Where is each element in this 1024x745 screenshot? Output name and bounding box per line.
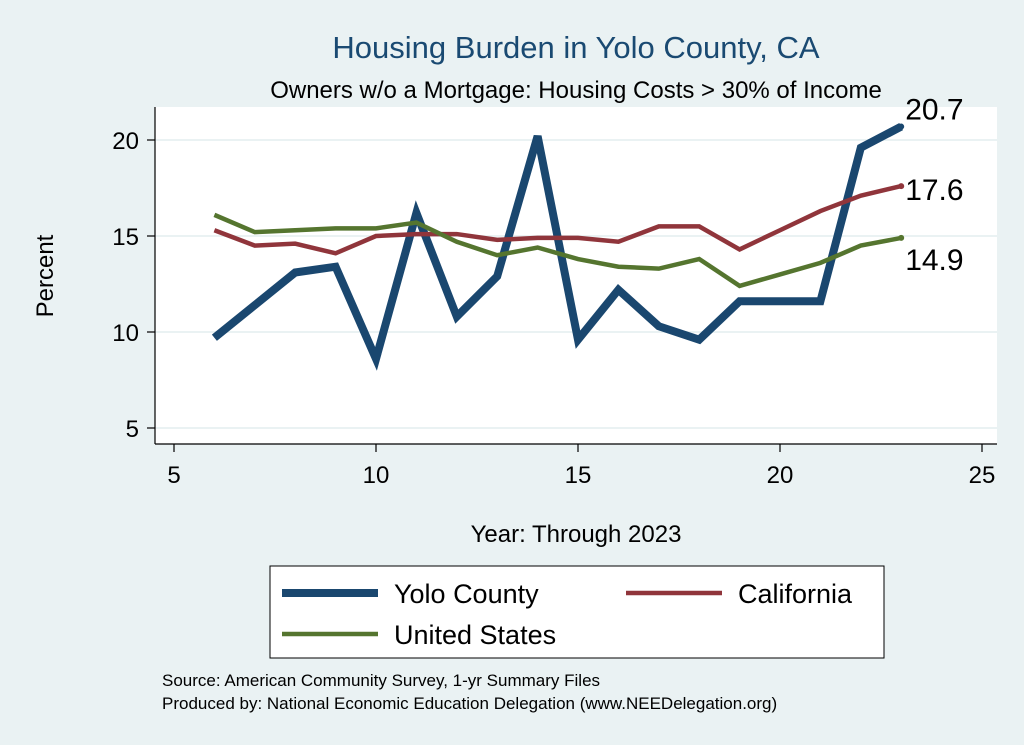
series-line-united-states [213, 212, 902, 289]
series-lines [211, 123, 905, 371]
y-tick-label: 10 [112, 320, 139, 347]
end-marker-yolo-county [898, 123, 905, 130]
end-labels: 20.7 17.6 14.9 [905, 94, 963, 277]
legend-box [269, 565, 885, 659]
legend-label-yolo-county: Yolo County [394, 579, 539, 609]
series-line-california [213, 183, 902, 256]
legend-items: Yolo County California United States [282, 579, 853, 650]
axes: 5 10 15 20 5 10 15 20 25 [112, 107, 997, 489]
x-tick-label: 15 [565, 462, 592, 489]
y-tick-label: 5 [126, 416, 139, 443]
source-line-2: Produced by: National Economic Education… [162, 694, 777, 713]
y-tick-label: 20 [112, 128, 139, 155]
y-axis-label: Percent [32, 234, 59, 317]
x-tick-label: 20 [767, 462, 794, 489]
y-tick-label: 15 [112, 224, 139, 251]
source-line-1: Source: American Community Survey, 1-yr … [162, 671, 600, 690]
x-tick-label: 5 [167, 462, 180, 489]
end-marker-united-states [898, 234, 905, 241]
legend-label-united-states: United States [394, 620, 556, 650]
legend: Yolo County California United States [269, 565, 885, 659]
chart-subtitle: Owners w/o a Mortgage: Housing Costs > 3… [270, 77, 882, 104]
x-tick-label: 10 [363, 462, 390, 489]
chart-title: Housing Burden in Yolo County, CA [332, 30, 819, 65]
x-axis-label: Year: Through 2023 [471, 521, 682, 548]
legend-label-california: California [738, 579, 853, 609]
x-tick-label: 25 [969, 462, 996, 489]
plot-area [155, 107, 997, 444]
end-label-united-states: 14.9 [905, 244, 963, 277]
end-label-california: 17.6 [905, 174, 963, 207]
end-label-yolo-county: 20.7 [905, 94, 963, 127]
end-marker-california [898, 183, 905, 190]
